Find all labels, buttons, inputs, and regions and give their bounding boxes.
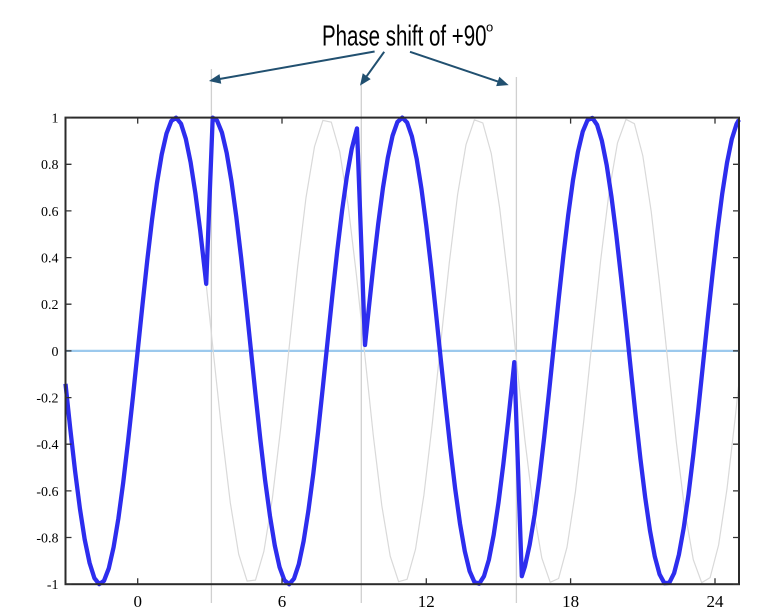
svg-text:24: 24 (707, 592, 725, 611)
svg-text:o: o (486, 20, 493, 35)
svg-text:-0.2: -0.2 (36, 392, 58, 407)
svg-text:-0.8: -0.8 (36, 531, 58, 546)
svg-text:-0.6: -0.6 (36, 485, 58, 500)
svg-text:0.6: 0.6 (41, 205, 59, 220)
svg-text:0.2: 0.2 (41, 298, 59, 313)
svg-text:1: 1 (52, 112, 59, 127)
svg-text:Phase shift of +90: Phase shift of +90 (322, 20, 487, 52)
svg-text:6: 6 (278, 592, 287, 611)
svg-text:0: 0 (133, 592, 142, 611)
svg-text:0.8: 0.8 (41, 158, 59, 173)
svg-text:18: 18 (562, 592, 579, 611)
svg-text:12: 12 (418, 592, 435, 611)
svg-text:0: 0 (52, 345, 59, 360)
svg-text:-0.4: -0.4 (36, 438, 58, 453)
svg-text:-1: -1 (47, 578, 59, 593)
svg-text:0.4: 0.4 (41, 252, 59, 267)
